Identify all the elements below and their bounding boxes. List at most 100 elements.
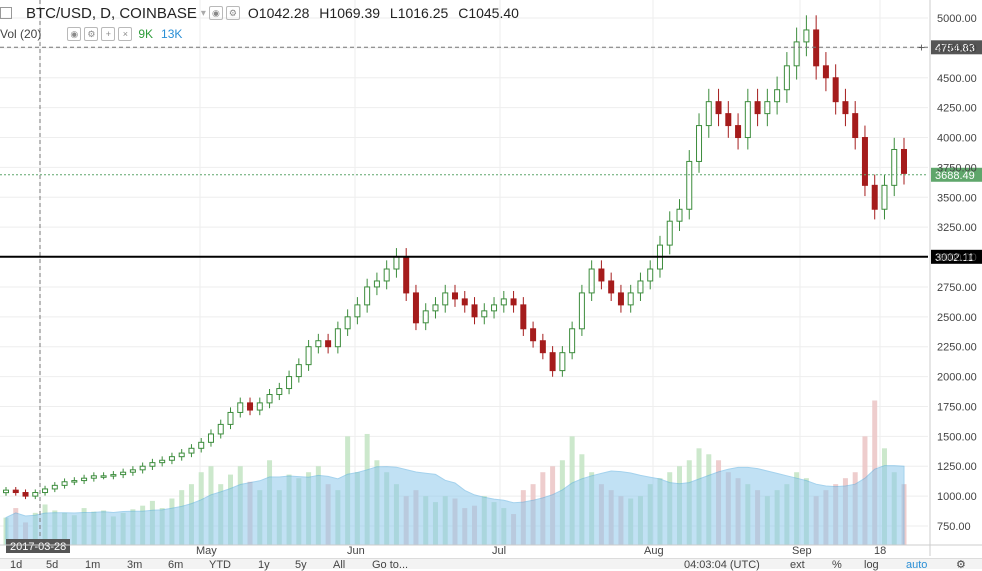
candle-body [637,280,644,294]
candle-body [510,298,517,306]
candle-body [237,402,244,413]
eye-icon[interactable]: ◉ [208,6,223,20]
price-tick-label: 750.00 [937,521,971,533]
candle-body [81,477,88,482]
volume-value-b: 13K [161,27,183,41]
candle-body [627,292,634,306]
symbol-title[interactable]: BTC/USD, D, COINBASE [26,4,197,22]
price-tick-label: 3500.00 [937,192,977,204]
price-tick-label: 4250.00 [937,103,977,115]
candle-body [735,125,742,139]
range-5d[interactable]: 5d [46,559,59,571]
candle-body [793,41,800,67]
price-tick-label: 2250.00 [937,342,977,354]
candle-body [725,113,732,127]
candle-body [842,101,849,115]
candle-body [325,340,332,348]
gear-icon[interactable]: ⚙ [956,559,966,571]
candle-body [247,402,254,411]
cursor-date-bg [6,539,70,553]
settings-icon[interactable]: ⚙ [84,27,99,41]
candle-body [822,65,829,79]
goto-button[interactable]: Go to... [372,559,409,571]
level-price-badge: 3002.11 [935,252,974,264]
time-tick-label: Aug [644,545,664,557]
range-1m[interactable]: 1m [85,559,101,571]
range-6m[interactable]: 6m [168,559,184,571]
candle-body [412,292,419,324]
log-toggle[interactable]: log [864,559,879,571]
clock-time: 04:03:04 (UTC) [684,559,760,571]
range-all[interactable]: All [333,559,346,571]
symbol-dropdown-icon[interactable]: ▾ [200,7,206,19]
candle-body [51,484,58,490]
ext-toggle[interactable]: ext [790,559,805,571]
auto-toggle[interactable]: auto [906,559,928,571]
candle-body [168,456,175,461]
candle-body [334,328,341,348]
candle-body [276,388,283,396]
percent-toggle[interactable]: % [832,559,842,571]
candle-body [666,220,673,246]
candle-body [354,304,361,318]
range-1y[interactable]: 1y [258,559,270,571]
candle-body [491,304,498,312]
candle-body [813,29,820,67]
time-tick-label: 18 [874,545,886,557]
close-icon[interactable]: × [118,27,133,41]
cursor-date-label: 2017-03-28 [10,541,66,553]
candle-body [217,423,224,435]
candle-body [442,292,449,306]
candle-body [432,304,439,312]
volume-value-a: 9K [138,27,154,41]
range-ytd[interactable]: YTD [209,559,231,571]
candle-body [461,298,468,306]
candle-body [207,433,214,443]
range-3m[interactable]: 3m [127,559,143,571]
candle-body [452,292,458,300]
price-tick-label: 3250.00 [937,222,977,234]
candle-body [774,89,781,103]
range-1d[interactable]: 1d [10,559,23,571]
candle-body [120,471,127,476]
candle-body [129,469,136,473]
crosshair-plus-icon: + [918,40,925,54]
candle-body [149,462,156,467]
candle-body [159,459,166,464]
candle-body [871,184,878,210]
candle-body [364,286,371,306]
candle-body [539,340,546,354]
plus-icon[interactable]: + [101,27,116,41]
candle-body [530,328,537,342]
price-tick-label: 2750.00 [937,282,977,294]
candle-body [188,447,195,454]
candle-body [608,280,615,294]
price-tick-label: 5000.00 [937,13,977,25]
candle-body [198,441,205,449]
candle-body [471,304,478,318]
candle-body [71,480,78,483]
price-tick-label: 2000.00 [937,372,977,384]
collapse-icon[interactable] [0,7,12,19]
candle-body [569,328,576,354]
time-tick-label: Jul [492,545,506,557]
candle-body [22,492,29,497]
price-tick-label: 1000.00 [937,491,977,503]
candle-body [403,256,410,294]
candle-body [559,352,566,372]
candle-body [61,481,68,486]
bottom-toolbar: 1d 5d 1m 3m 6m YTD 1y 5y All Go to... 04… [0,558,982,571]
candle-body [578,292,585,330]
last-price-badge-bg [931,167,982,182]
candle-body [500,298,507,306]
settings-icon[interactable]: ⚙ [225,6,240,20]
candle-body [139,465,146,471]
range-5y[interactable]: 5y [295,559,307,571]
price-tick-label: 1500.00 [937,431,977,443]
volume-label[interactable]: Vol (20) [0,27,42,41]
symbol-header: BTC/USD, D, COINBASE ▾ ◉ ⚙ O1042.28 H106… [0,3,525,23]
candle-body [110,474,117,477]
eye-icon[interactable]: ◉ [67,27,82,41]
